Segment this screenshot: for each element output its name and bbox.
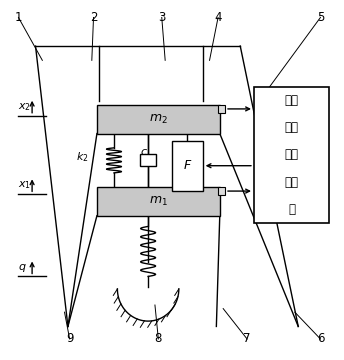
Text: 7: 7 <box>243 333 251 346</box>
Text: 5: 5 <box>317 11 324 24</box>
Bar <box>217 105 225 113</box>
Text: $m_2$: $m_2$ <box>149 113 168 126</box>
Bar <box>140 154 156 166</box>
Text: 3: 3 <box>158 11 165 24</box>
Text: $F$: $F$ <box>183 159 192 172</box>
Text: $m_1$: $m_1$ <box>149 195 168 208</box>
Text: 2: 2 <box>90 11 97 24</box>
Text: $x_2$: $x_2$ <box>19 101 31 113</box>
Text: 最优: 最优 <box>284 121 299 134</box>
Text: 6: 6 <box>317 333 324 346</box>
Text: 9: 9 <box>66 333 73 346</box>
Text: 控制: 控制 <box>284 176 299 189</box>
Text: 滑模: 滑模 <box>284 148 299 162</box>
Bar <box>97 187 220 216</box>
Text: $k_2$: $k_2$ <box>76 150 88 164</box>
Text: $q$: $q$ <box>19 261 27 274</box>
Text: 4: 4 <box>214 11 222 24</box>
Bar <box>97 105 220 134</box>
Text: $x_1$: $x_1$ <box>19 179 32 191</box>
Text: 器: 器 <box>288 203 295 216</box>
Bar <box>172 141 203 191</box>
Bar <box>254 87 329 223</box>
Bar <box>217 187 225 195</box>
Text: $c$: $c$ <box>140 147 148 157</box>
Text: 8: 8 <box>155 333 162 346</box>
Text: 全息: 全息 <box>284 94 299 107</box>
Text: 1: 1 <box>15 11 22 24</box>
